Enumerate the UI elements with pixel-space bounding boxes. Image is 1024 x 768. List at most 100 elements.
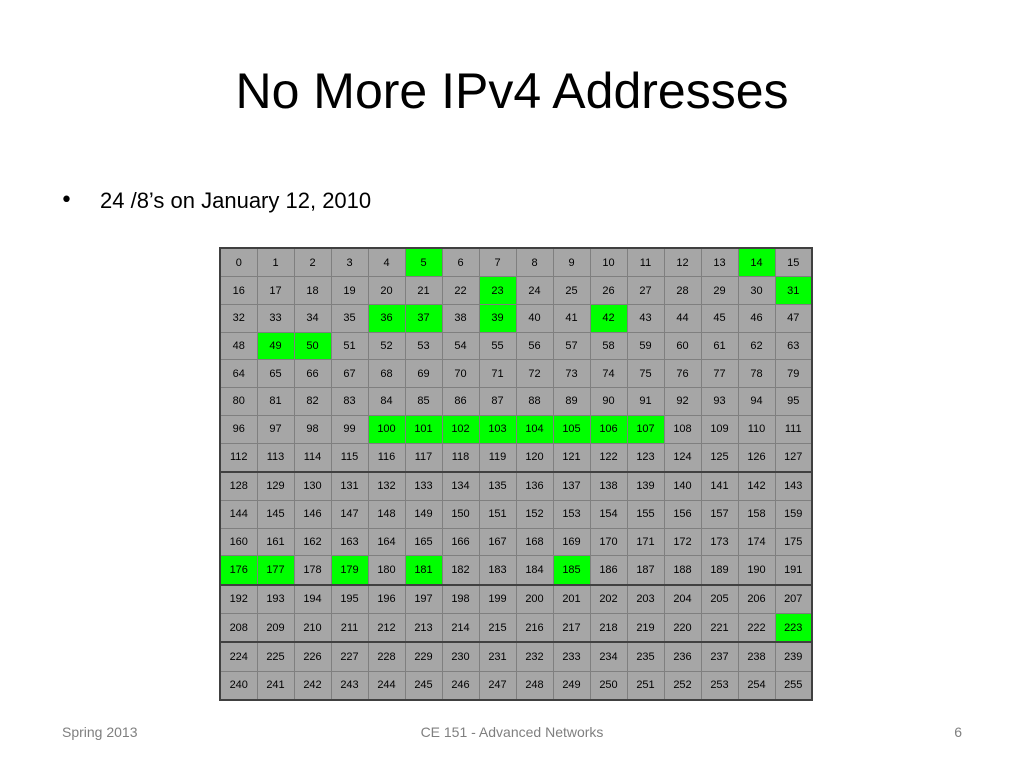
address-cell: 168 xyxy=(515,527,554,557)
address-cell: 215 xyxy=(478,613,517,644)
address-cell: 152 xyxy=(515,500,554,529)
address-cell: 129 xyxy=(256,471,295,502)
address-cell: 212 xyxy=(367,613,406,644)
address-cell: 151 xyxy=(478,500,517,529)
address-cell: 89 xyxy=(552,387,591,416)
address-cell: 93 xyxy=(700,387,739,416)
address-cell: 171 xyxy=(626,527,665,557)
address-cell: 114 xyxy=(293,442,332,473)
address-cell: 131 xyxy=(330,471,369,502)
address-cell: 209 xyxy=(256,613,295,644)
address-cell: 139 xyxy=(626,471,665,502)
address-cell: 54 xyxy=(441,331,480,361)
address-cell: 110 xyxy=(737,414,776,444)
address-cell: 169 xyxy=(552,527,591,557)
address-cell: 77 xyxy=(700,359,739,389)
address-cell: 22 xyxy=(441,276,480,305)
address-cell: 0 xyxy=(219,247,258,278)
address-table: 0 1 2 3 4 5 6 7 8 9 10 11 12 13 14 15 16 17 18 19 20 21 22 23 24… xyxy=(219,247,813,701)
address-cell: 133 xyxy=(404,471,443,502)
bullet-text: 24 /8’s on January 12, 2010 xyxy=(100,188,372,213)
address-cell: 213 xyxy=(404,613,443,644)
address-cell: 146 xyxy=(293,500,332,529)
address-cell: 7 xyxy=(478,247,517,278)
address-cell: 183 xyxy=(478,555,517,586)
address-cell: 211 xyxy=(330,613,369,644)
address-cell: 83 xyxy=(330,387,369,416)
table-row: 32 33 34 35 36 37 38 39 40 41 42 43 44 45 46 47 xyxy=(219,303,813,333)
address-cell: 82 xyxy=(293,387,332,416)
address-cell: 208 xyxy=(219,613,258,644)
address-cell: 126 xyxy=(737,442,776,473)
address-cell: 33 xyxy=(256,303,295,333)
address-cell: 156 xyxy=(663,500,702,529)
address-cell: 220 xyxy=(663,613,702,644)
address-cell: 125 xyxy=(700,442,739,473)
address-cell: 202 xyxy=(589,584,628,615)
address-cell: 205 xyxy=(700,584,739,615)
footer-left: Spring 2013 xyxy=(62,724,138,740)
address-cell: 5 xyxy=(404,247,443,278)
address-cell: 246 xyxy=(441,670,480,701)
footer-right: 6 xyxy=(954,724,962,740)
address-cell: 158 xyxy=(737,500,776,529)
address-cell: 128 xyxy=(219,471,258,502)
address-cell: 2 xyxy=(293,247,332,278)
address-cell: 255 xyxy=(774,670,813,701)
address-cell: 130 xyxy=(293,471,332,502)
address-cell: 187 xyxy=(626,555,665,586)
address-cell: 145 xyxy=(256,500,295,529)
address-cell: 174 xyxy=(737,527,776,557)
address-cell: 216 xyxy=(515,613,554,644)
address-cell: 238 xyxy=(737,641,776,672)
address-cell: 222 xyxy=(737,613,776,644)
address-cell: 15 xyxy=(774,247,813,278)
address-cell: 73 xyxy=(552,359,591,389)
address-cell: 60 xyxy=(663,331,702,361)
address-cell: 88 xyxy=(515,387,554,416)
address-cell: 16 xyxy=(219,276,258,305)
address-cell: 71 xyxy=(478,359,517,389)
address-cell: 90 xyxy=(589,387,628,416)
address-cell: 185 xyxy=(552,555,591,586)
table-row: 128 129 130 131 132 133 134 135 136 137 138 139 140 1… xyxy=(219,471,813,502)
address-cell: 70 xyxy=(441,359,480,389)
address-cell: 24 xyxy=(515,276,554,305)
address-cell: 167 xyxy=(478,527,517,557)
address-cell: 85 xyxy=(404,387,443,416)
address-cell: 251 xyxy=(626,670,665,701)
address-cell: 29 xyxy=(700,276,739,305)
address-cell: 108 xyxy=(663,414,702,444)
address-cell: 243 xyxy=(330,670,369,701)
address-cell: 242 xyxy=(293,670,332,701)
address-cell: 239 xyxy=(774,641,813,672)
address-cell: 197 xyxy=(404,584,443,615)
address-cell: 26 xyxy=(589,276,628,305)
address-cell: 117 xyxy=(404,442,443,473)
address-cell: 134 xyxy=(441,471,480,502)
address-cell: 42 xyxy=(589,303,628,333)
address-cell: 241 xyxy=(256,670,295,701)
address-cell: 200 xyxy=(515,584,554,615)
address-cell: 244 xyxy=(367,670,406,701)
address-cell: 252 xyxy=(663,670,702,701)
address-cell: 236 xyxy=(663,641,702,672)
address-cell: 147 xyxy=(330,500,369,529)
address-cell: 124 xyxy=(663,442,702,473)
address-cell: 165 xyxy=(404,527,443,557)
address-cell: 38 xyxy=(441,303,480,333)
address-cell: 21 xyxy=(404,276,443,305)
address-cell: 181 xyxy=(404,555,443,586)
address-cell: 50 xyxy=(293,331,332,361)
address-cell: 3 xyxy=(330,247,369,278)
address-cell: 63 xyxy=(774,331,813,361)
address-cell: 217 xyxy=(552,613,591,644)
address-cell: 118 xyxy=(441,442,480,473)
address-cell: 37 xyxy=(404,303,443,333)
address-cell: 25 xyxy=(552,276,591,305)
address-cell: 106 xyxy=(589,414,628,444)
address-cell: 201 xyxy=(552,584,591,615)
address-cell: 166 xyxy=(441,527,480,557)
address-cell: 35 xyxy=(330,303,369,333)
